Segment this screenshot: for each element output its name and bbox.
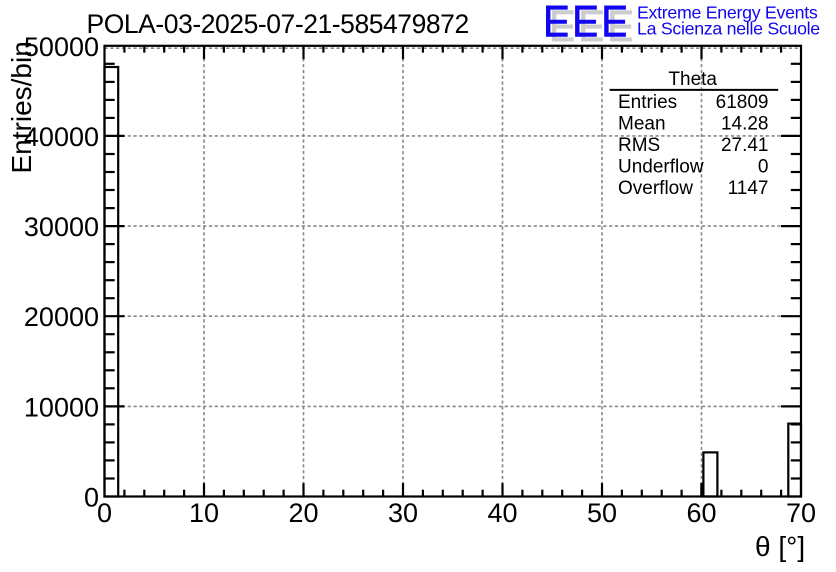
svg-text:RMS: RMS: [618, 135, 660, 156]
svg-text:20: 20: [288, 498, 318, 528]
svg-text:10000: 10000: [24, 392, 99, 422]
svg-text:Theta: Theta: [668, 69, 717, 90]
svg-text:40: 40: [487, 498, 517, 528]
svg-text:Entries/bin: Entries/bin: [6, 41, 37, 173]
svg-text:Overflow: Overflow: [618, 178, 693, 199]
svg-text:POLA-03-2025-07-21-585479872: POLA-03-2025-07-21-585479872: [87, 9, 469, 39]
svg-text:50000: 50000: [24, 32, 99, 62]
svg-text:27.41: 27.41: [721, 135, 769, 156]
svg-text:Underflow: Underflow: [618, 157, 704, 178]
svg-text:20000: 20000: [24, 302, 99, 332]
svg-text:0: 0: [758, 157, 769, 178]
svg-text:60: 60: [686, 498, 716, 528]
svg-text:40000: 40000: [24, 122, 99, 152]
svg-text:70: 70: [786, 498, 816, 528]
svg-text:50: 50: [587, 498, 617, 528]
svg-text:Mean: Mean: [618, 113, 666, 134]
svg-text:1147: 1147: [728, 178, 769, 199]
svg-text:0: 0: [84, 483, 99, 513]
svg-text:14.28: 14.28: [721, 113, 769, 134]
svg-text:10: 10: [189, 498, 219, 528]
svg-text:0: 0: [97, 498, 112, 528]
svg-text:30000: 30000: [24, 212, 99, 242]
svg-text:Entries: Entries: [618, 92, 677, 113]
svg-text:61809: 61809: [716, 92, 769, 113]
svg-text:Extreme Energy Events: Extreme Energy Events: [637, 2, 818, 22]
svg-text:30: 30: [388, 498, 418, 528]
svg-text:La Scienza nelle Scuole: La Scienza nelle Scuole: [637, 19, 820, 39]
svg-text:θ [°]: θ [°]: [755, 531, 805, 562]
